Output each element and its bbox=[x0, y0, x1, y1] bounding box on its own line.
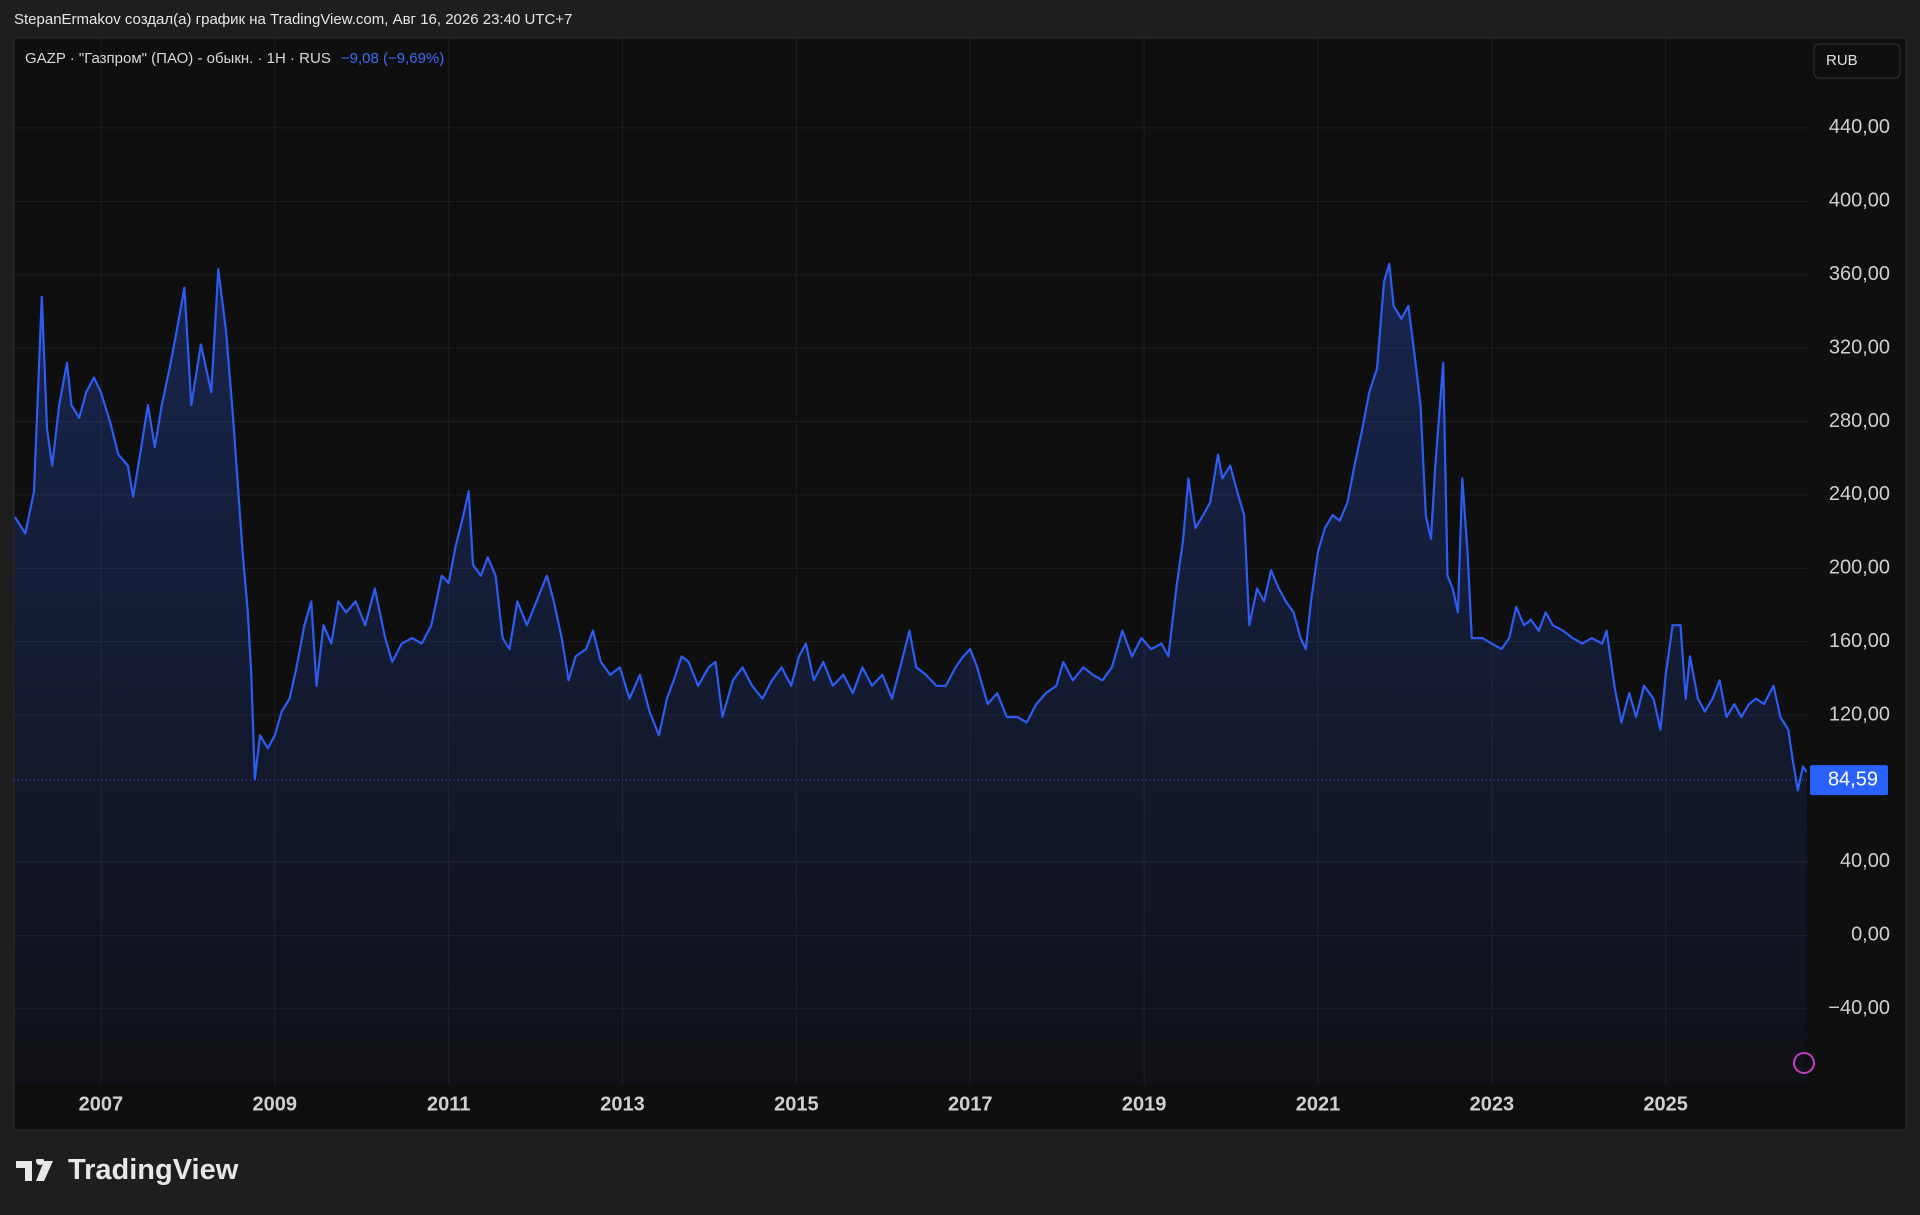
last-price-label: 84,59 bbox=[1828, 768, 1878, 790]
x-tick-label: 2019 bbox=[1122, 1093, 1167, 1115]
legend-change: −9,08 (−9,69%) bbox=[341, 50, 444, 67]
legend-symbol: GAZP · "Газпром" (ПАО) - обыкн. · 1Н · R… bbox=[25, 50, 331, 67]
y-tick-label: 280,00 bbox=[1829, 410, 1890, 432]
area-fill bbox=[14, 263, 1807, 1084]
y-tick-label: 200,00 bbox=[1829, 557, 1890, 579]
x-tick-label: 2013 bbox=[600, 1093, 645, 1115]
x-tick-label: 2011 bbox=[427, 1093, 470, 1115]
last-price-box bbox=[1810, 765, 1888, 796]
logo: TradingView bbox=[16, 1154, 238, 1187]
x-tick-label: 2017 bbox=[948, 1093, 993, 1115]
y-tick-label: 0,00 bbox=[1851, 924, 1890, 946]
logo-text: TradingView bbox=[68, 1154, 239, 1186]
icon[interactable] bbox=[1793, 1052, 1815, 1074]
y-tick-label: −40,00 bbox=[1828, 997, 1890, 1019]
chart: RUB GAZP · "Газпром" (ПАО) - обыкн. · 1Н… bbox=[13, 37, 1907, 1131]
y-tick-label: 120,00 bbox=[1829, 703, 1890, 725]
x-tick-label: 2015 bbox=[774, 1093, 819, 1115]
currency: RUB bbox=[1826, 52, 1858, 69]
legend: GAZP · "Газпром" (ПАО) - обыкн. · 1Н · R… bbox=[25, 50, 444, 67]
x-tick-label: 2023 bbox=[1470, 1093, 1515, 1115]
y-tick-label: 240,00 bbox=[1829, 483, 1890, 505]
y-tick-label: 160,00 bbox=[1829, 630, 1890, 652]
x-tick-label: 2025 bbox=[1643, 1093, 1688, 1115]
logo-mark bbox=[16, 1158, 53, 1181]
x-tick-label: 2009 bbox=[253, 1093, 298, 1115]
y-tick-label: 40,00 bbox=[1840, 850, 1890, 872]
attribution: StepanErmakov создал(а) график на Tradin… bbox=[14, 11, 573, 28]
y-tick-label: 400,00 bbox=[1829, 190, 1890, 212]
x-tick-label: 2007 bbox=[79, 1093, 124, 1115]
currency-button[interactable] bbox=[1813, 43, 1901, 79]
price-line bbox=[13, 262, 1808, 792]
y-tick-label: 360,00 bbox=[1829, 263, 1890, 285]
y-tick-label: 320,00 bbox=[1829, 336, 1890, 358]
x-tick-label: 2021 bbox=[1296, 1093, 1341, 1115]
y-tick-label: 440,00 bbox=[1829, 116, 1890, 138]
